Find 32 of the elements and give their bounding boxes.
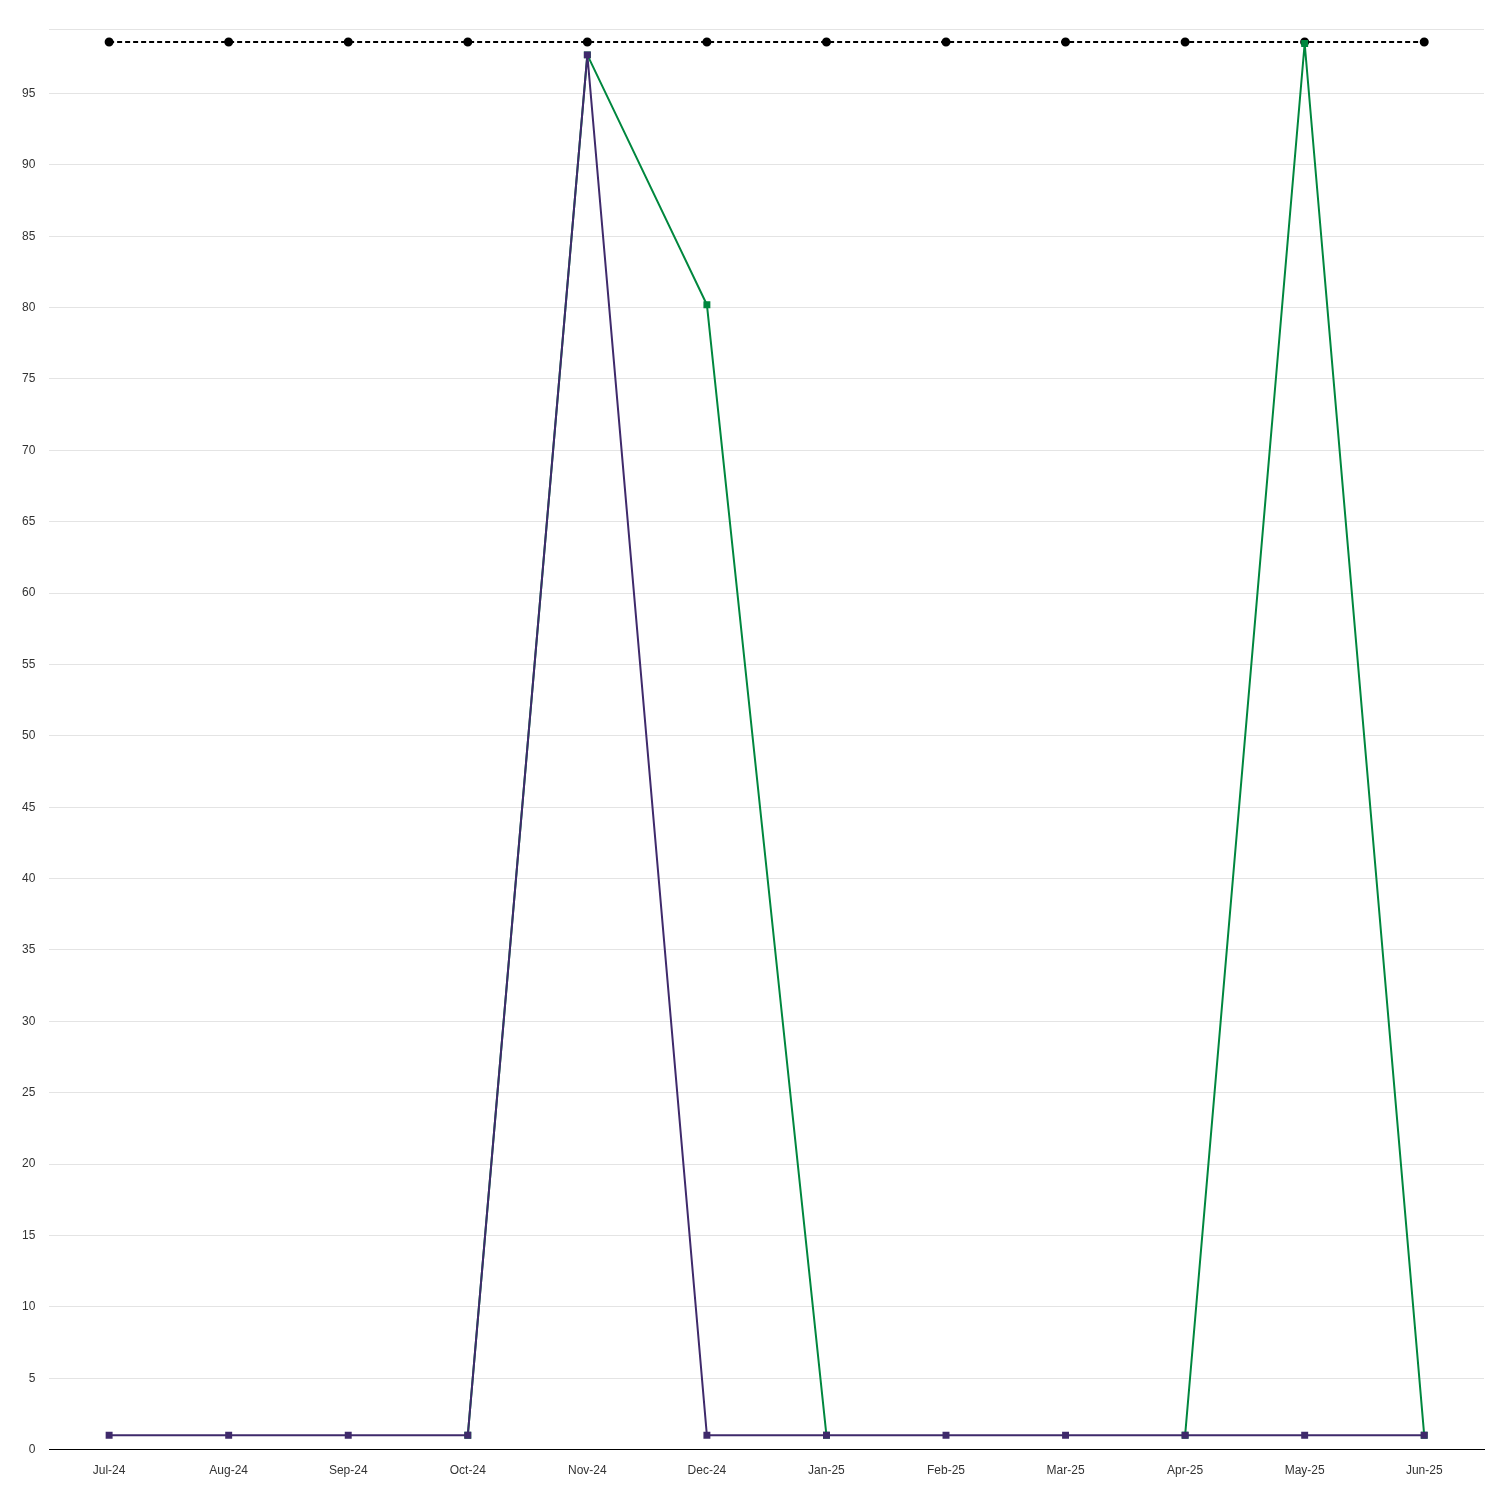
y-tick-label: 85 <box>21 228 36 243</box>
x-tick-label: Feb-25 <box>926 1463 966 1478</box>
y-tick-label: 20 <box>21 1156 36 1171</box>
x-tick-label: Sep-24 <box>328 1463 368 1478</box>
y-tick-label: 75 <box>21 371 36 386</box>
y-tick-label: 35 <box>21 942 36 957</box>
y-tick-label: 5 <box>28 1370 36 1385</box>
y-tick-label: 30 <box>21 1013 36 1028</box>
x-tick-label: Aug-24 <box>209 1463 249 1478</box>
x-tick-label: Jul-24 <box>92 1463 126 1478</box>
y-tick-label: 50 <box>21 728 36 743</box>
y-tick-label: 10 <box>21 1299 36 1314</box>
y-tick-label: 65 <box>21 514 36 529</box>
x-tick-label: Dec-24 <box>687 1463 727 1478</box>
x-tick-label: Mar-25 <box>1046 1463 1085 1478</box>
y-tick-label: 40 <box>21 870 36 885</box>
y-tick-label: 55 <box>21 656 36 671</box>
y-tick-label: 95 <box>21 85 36 100</box>
y-tick-label: 90 <box>21 157 36 172</box>
y-tick-label: 60 <box>21 585 36 600</box>
x-tick-label: Jun-25 <box>1405 1463 1443 1478</box>
y-tick-label: 15 <box>21 1227 36 1242</box>
x-tick-label: May-25 <box>1284 1463 1325 1478</box>
y-tick-label: 0 <box>28 1441 36 1456</box>
x-tick-label: Jan-25 <box>808 1463 846 1478</box>
x-tick-label: Oct-24 <box>449 1463 487 1478</box>
x-tick-label: Nov-24 <box>568 1463 608 1478</box>
y-tick-label: 45 <box>21 799 36 814</box>
y-tick-label: 80 <box>21 299 36 314</box>
x-tick-label: Apr-25 <box>1167 1463 1204 1478</box>
y-tick-label: 70 <box>21 442 36 457</box>
y-tick-label: 25 <box>21 1085 36 1100</box>
